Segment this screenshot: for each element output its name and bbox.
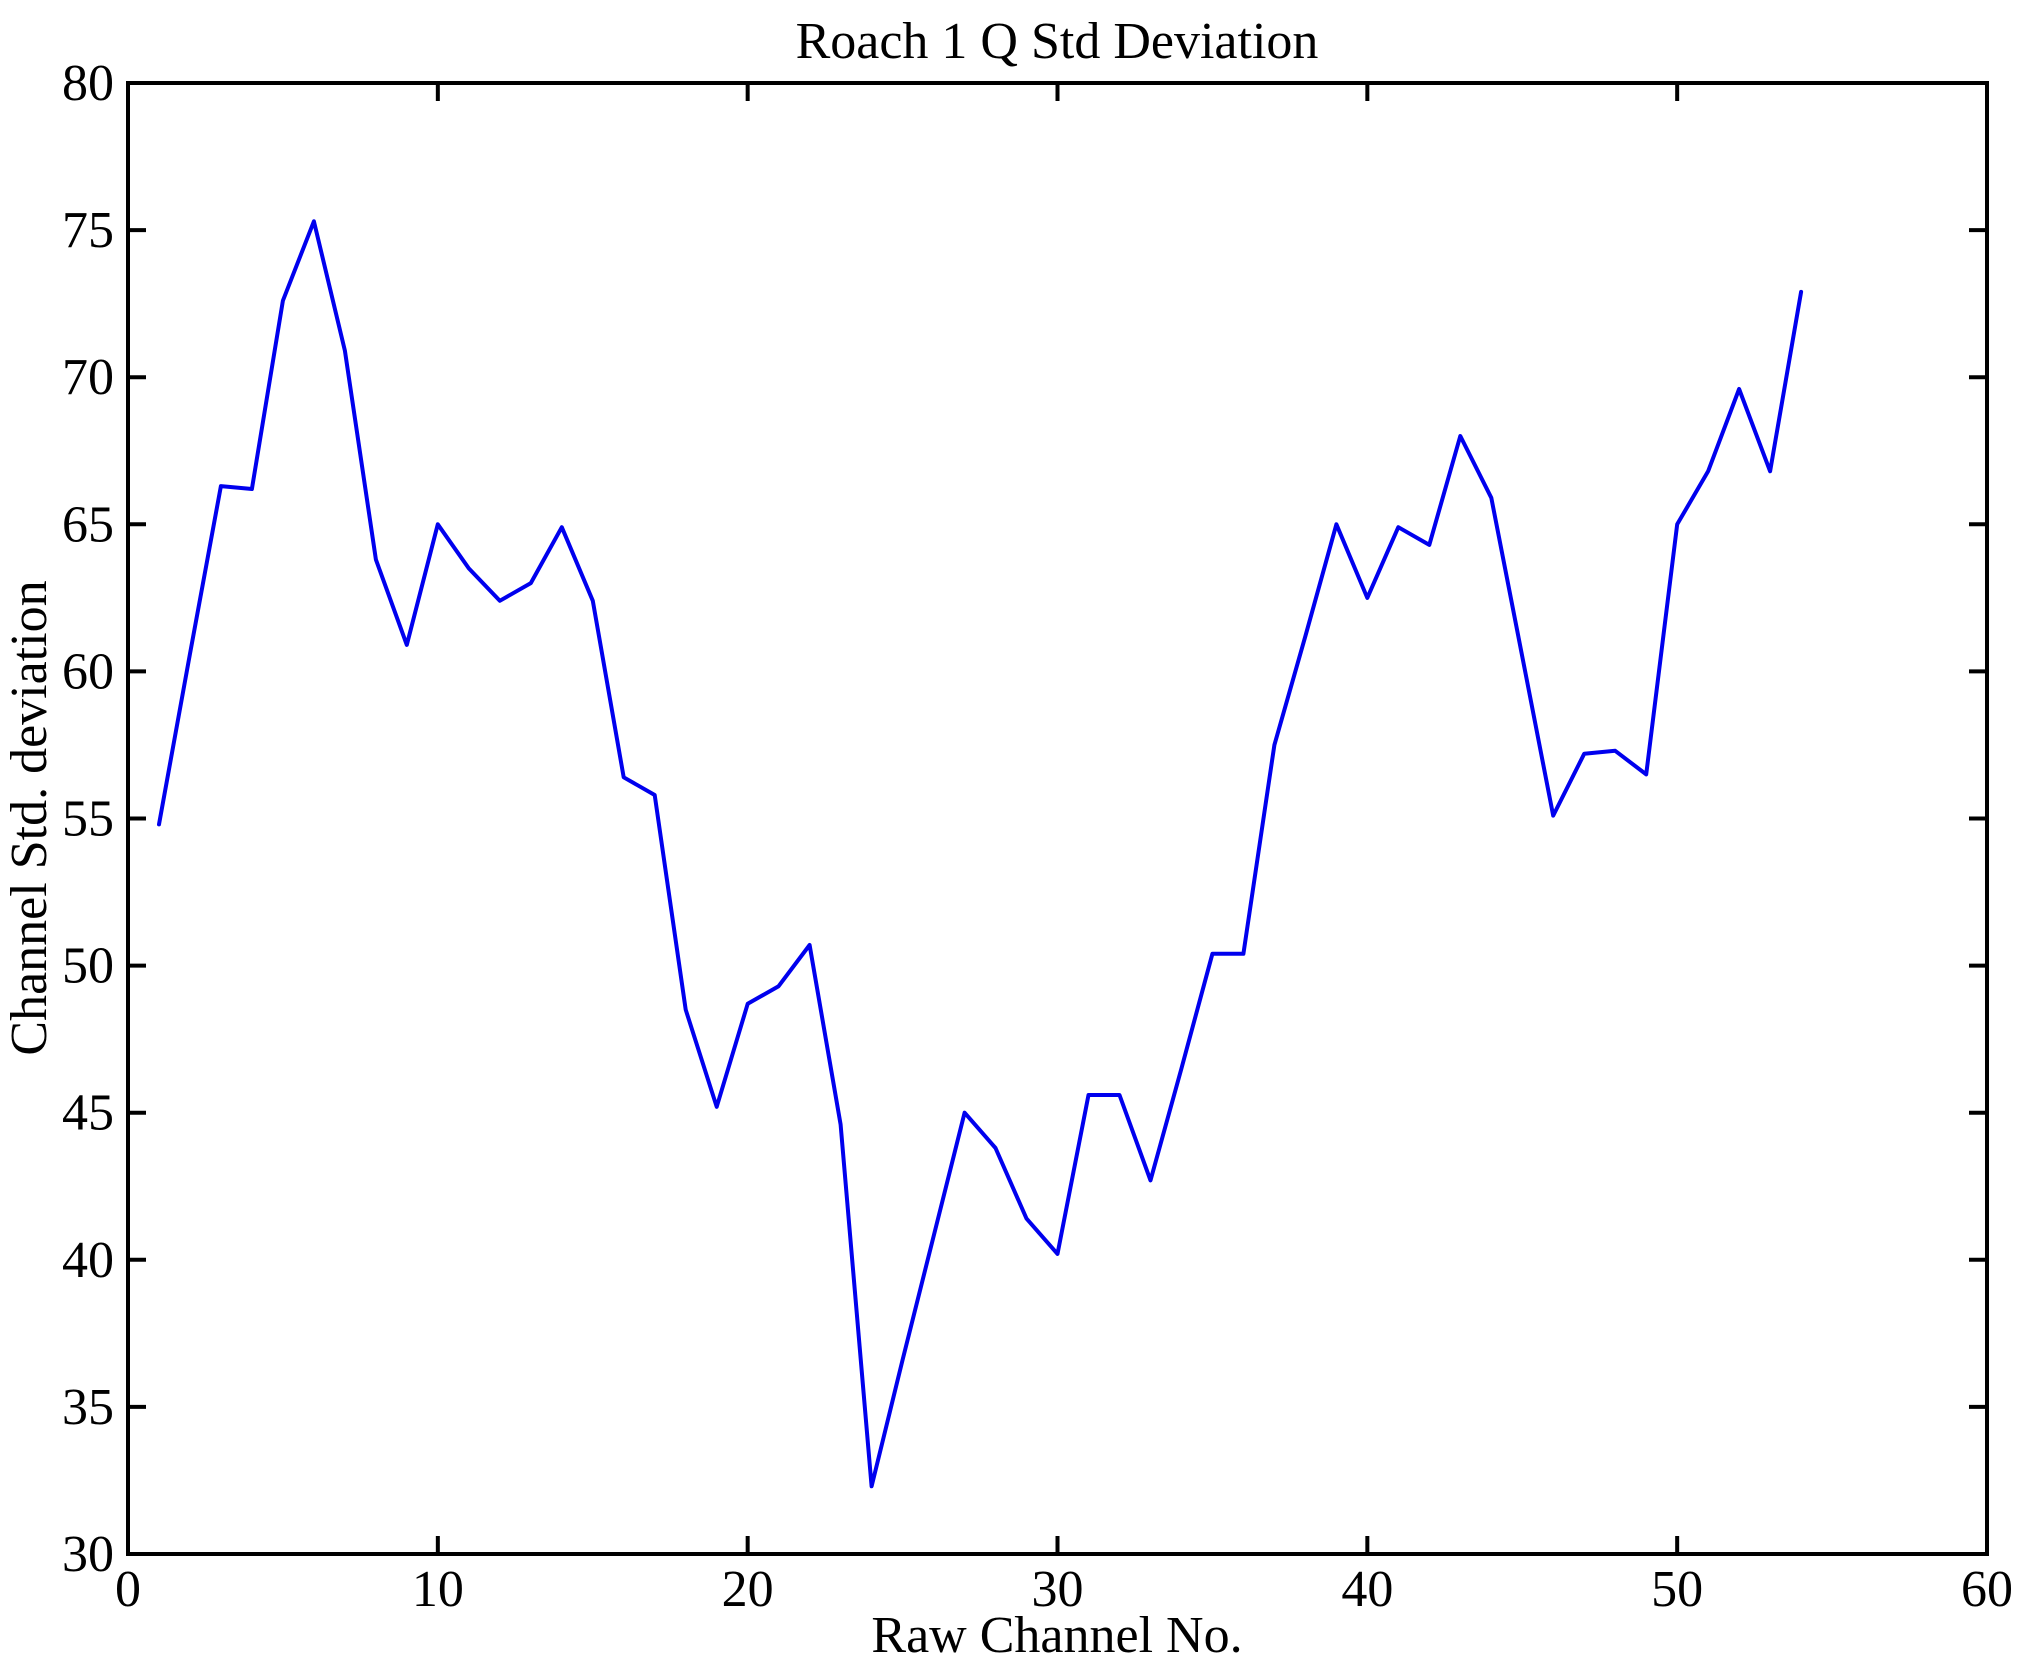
y-tick-label: 75	[62, 202, 114, 259]
chart-title: Roach 1 Q Std Deviation	[796, 13, 1319, 70]
x-tick-label: 50	[1651, 1561, 1703, 1618]
data-series-line	[157, 219, 1804, 1489]
y-tick-label: 65	[62, 496, 114, 553]
x-tick-label: 20	[722, 1561, 774, 1618]
y-tick-label: 30	[62, 1526, 114, 1583]
y-tick-label: 70	[62, 349, 114, 406]
y-tick-label: 60	[62, 643, 114, 700]
tick-marks	[126, 81, 1989, 1556]
x-tick-label: 60	[1961, 1561, 2013, 1618]
x-tick-label: 10	[412, 1561, 464, 1618]
x-tick-label: 0	[115, 1561, 141, 1618]
y-tick-label: 45	[62, 1085, 114, 1142]
y-tick-label: 35	[62, 1379, 114, 1436]
y-tick-label: 50	[62, 938, 114, 995]
x-tick-label: 40	[1341, 1561, 1393, 1618]
x-tick-label: 30	[1032, 1561, 1084, 1618]
y-tick-label: 40	[62, 1232, 114, 1289]
x-axis-label: Raw Channel No.	[871, 1607, 1242, 1664]
y-tick-label: 80	[62, 55, 114, 112]
plot-frame	[126, 81, 1989, 1556]
y-tick-label: 55	[62, 791, 114, 848]
tick-labels: 0 10 20 30 40 50 60 30 35 40 45 50 55 60 65 70 75 80	[62, 55, 2013, 1618]
y-axis-label: Channel Std. deviation	[1, 580, 58, 1055]
